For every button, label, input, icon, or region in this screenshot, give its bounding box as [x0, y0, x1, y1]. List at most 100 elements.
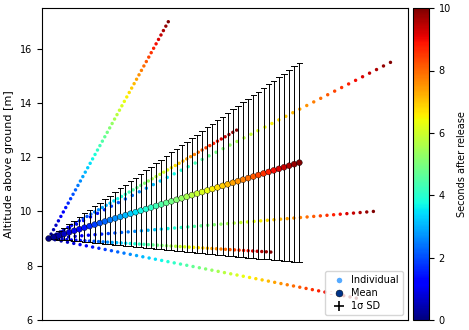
Point	[191, 224, 198, 229]
Point	[94, 148, 101, 153]
Point	[64, 240, 71, 245]
Point	[363, 209, 371, 214]
Point	[145, 54, 152, 60]
Point	[140, 63, 148, 69]
Point	[222, 247, 229, 252]
Point	[309, 287, 316, 292]
Point	[72, 220, 79, 226]
Point	[172, 163, 179, 168]
Point	[151, 256, 159, 262]
Point	[177, 261, 184, 267]
Point	[78, 233, 85, 238]
Point	[290, 215, 298, 221]
Point	[212, 246, 220, 251]
Point	[233, 139, 241, 144]
Point	[118, 230, 125, 235]
Point	[244, 248, 252, 253]
Point	[250, 174, 257, 179]
Point	[147, 50, 155, 55]
Point	[66, 225, 73, 230]
Point	[70, 228, 78, 233]
Point	[173, 197, 180, 202]
Point	[380, 63, 387, 69]
Point	[265, 279, 272, 284]
Point	[129, 187, 137, 192]
Point	[199, 245, 206, 250]
Point	[297, 215, 304, 220]
Point	[321, 289, 329, 295]
Point	[202, 145, 210, 150]
Point	[151, 227, 159, 232]
Point	[154, 243, 161, 248]
Point	[178, 196, 185, 201]
Point	[283, 216, 291, 221]
Point	[98, 205, 106, 210]
Point	[160, 170, 167, 175]
Point	[240, 274, 247, 279]
Point	[217, 247, 225, 252]
Point	[184, 224, 191, 230]
Point	[289, 110, 296, 116]
Point	[152, 41, 160, 47]
Point	[53, 231, 60, 237]
Point	[45, 236, 53, 241]
Point	[189, 264, 197, 269]
Point	[135, 72, 143, 78]
Point	[258, 249, 265, 254]
Point	[106, 201, 114, 206]
Point	[144, 228, 152, 233]
Point	[76, 179, 84, 184]
Point	[171, 225, 178, 231]
Point	[359, 74, 366, 80]
Point	[59, 229, 66, 234]
Point	[324, 92, 332, 97]
Point	[89, 245, 96, 250]
Point	[94, 211, 101, 216]
Point	[237, 220, 245, 225]
Point	[52, 232, 60, 238]
Point	[346, 294, 354, 300]
Point	[255, 172, 262, 178]
Point	[158, 258, 166, 263]
Point	[113, 240, 121, 245]
Point	[128, 85, 136, 91]
Point	[126, 90, 133, 95]
Point	[130, 81, 138, 86]
Point	[253, 248, 261, 254]
Point	[116, 108, 123, 113]
Point	[204, 246, 211, 251]
Point	[188, 192, 196, 198]
Point	[310, 99, 318, 105]
Point	[208, 246, 216, 251]
Point	[108, 121, 116, 126]
Point	[118, 103, 126, 109]
Point	[59, 237, 66, 242]
Point	[235, 248, 243, 253]
Point	[183, 263, 190, 268]
Point	[58, 238, 65, 244]
Point	[127, 211, 134, 216]
Point	[145, 255, 153, 261]
Point	[49, 234, 56, 239]
Point	[117, 240, 125, 246]
Point	[74, 183, 82, 188]
Point	[131, 241, 138, 247]
Point	[55, 233, 63, 238]
Point	[152, 203, 160, 209]
Point	[164, 259, 172, 264]
Point	[76, 242, 84, 247]
Point	[68, 223, 76, 228]
Point	[96, 143, 104, 148]
Point	[141, 181, 148, 186]
Point	[50, 227, 57, 232]
Point	[140, 242, 148, 247]
Point	[167, 243, 175, 248]
Point	[56, 229, 64, 235]
Point	[87, 212, 95, 217]
Point	[177, 225, 185, 230]
Point	[45, 236, 53, 241]
Point	[183, 194, 190, 199]
Point	[210, 141, 218, 146]
Point	[323, 213, 331, 218]
Point	[106, 217, 114, 223]
